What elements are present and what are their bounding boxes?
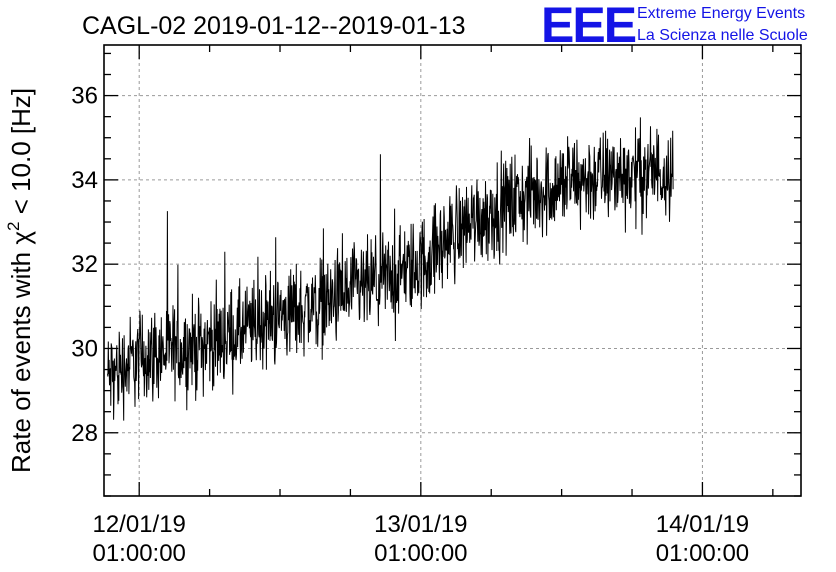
rate-series-line	[107, 117, 674, 421]
y-label-prefix: Rate of events with	[6, 245, 36, 473]
axis-ticks	[104, 45, 801, 497]
x-tick-time-label: 01:00:00	[656, 540, 749, 567]
y-label-sup: 2	[4, 222, 23, 231]
x-tick-date-label: 12/01/19	[92, 511, 185, 538]
x-tick-labels: 12/01/1901:00:0013/01/1901:00:0014/01/19…	[92, 511, 749, 567]
y-tick-label: 36	[71, 83, 98, 110]
brand-line-1: Extreme Energy Events	[637, 5, 805, 22]
brand-line-2: La Scienza nelle Scuole	[637, 27, 808, 44]
y-label-suffix: < 10.0 [Hz]	[6, 88, 36, 222]
x-tick-time-label: 01:00:00	[92, 540, 185, 567]
y-tick-labels: 28 30 32 34 36	[71, 83, 98, 447]
y-label-chi: χ	[6, 231, 36, 245]
grid-lines	[104, 45, 801, 496]
plot-frame	[103, 44, 802, 497]
x-tick-date-label: 14/01/19	[656, 511, 749, 538]
chart-title: CAGL-02 2019-01-12--2019-01-13	[82, 12, 466, 40]
y-tick-label: 32	[71, 251, 98, 278]
y-tick-label: 30	[71, 335, 98, 362]
eee-logo: EEE Extreme Energy Events La Scienza nel…	[541, 0, 808, 53]
eee-logo-text: EEE	[541, 0, 636, 53]
y-tick-label: 34	[71, 167, 98, 194]
y-axis-label: Rate of events with χ2 < 10.0 [Hz]	[4, 88, 36, 473]
x-tick-date-label: 13/01/19	[374, 511, 467, 538]
y-tick-label: 28	[71, 420, 98, 447]
x-tick-time-label: 01:00:00	[374, 540, 467, 567]
series-layer	[107, 117, 674, 421]
